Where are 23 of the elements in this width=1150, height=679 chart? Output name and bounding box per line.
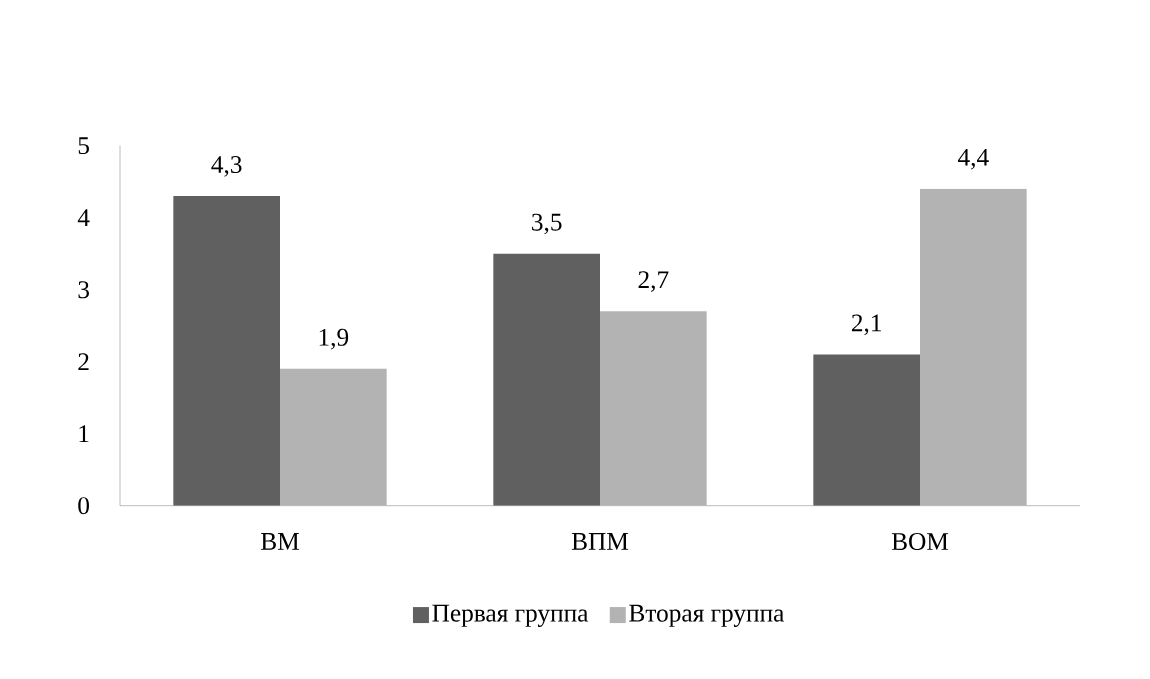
data-label: 4,4 [958,148,989,170]
data-label: 4,3 [211,156,242,177]
bar [813,354,921,506]
x-tick-label: ВПМ [571,533,629,550]
bar [600,311,707,506]
legend-label: Вторая группа [629,604,785,627]
legend-label: Первая группа [432,604,589,627]
x-tick-label: ВМ [261,533,299,550]
data-label: 2,7 [638,271,669,292]
y-tick-label: 0 [78,497,89,515]
y-tick-label: 4 [77,209,90,227]
data-label: 1,9 [319,328,349,350]
data-label: 2,1 [851,314,881,336]
y-tick-label: 1 [79,425,89,443]
data-label: 3,5 [532,213,562,235]
y-tick-label: 5 [78,137,89,155]
bar [493,253,601,506]
y-tick-label: 3 [78,281,89,299]
x-tick-label: ВОМ [891,533,949,551]
bar [173,196,280,506]
y-tick-label: 2 [78,353,89,371]
bar [280,368,387,506]
bar [920,188,1027,506]
